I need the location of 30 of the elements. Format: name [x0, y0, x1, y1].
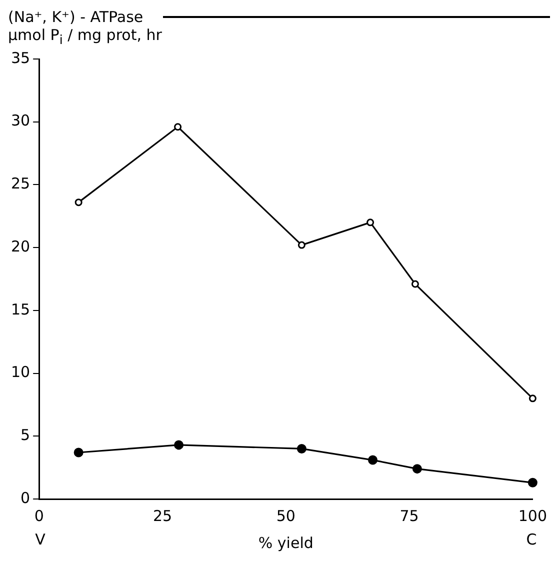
- y-axis-title: μmol P$_{i}$ / mg prot, hr: [8, 26, 163, 47]
- x-tick-label: 0: [34, 506, 44, 525]
- point: [528, 394, 536, 402]
- chart-title: (Na⁺, K⁺) - ATPase: [8, 8, 144, 26]
- point: [296, 444, 306, 454]
- point: [74, 198, 82, 206]
- x-tick-label: 100: [518, 506, 548, 525]
- y-tick-label: 35: [10, 48, 30, 67]
- point: [74, 448, 84, 458]
- x-tick-label: 75: [400, 506, 419, 525]
- point: [368, 455, 378, 465]
- point: [366, 218, 374, 226]
- x-tick-label: 25: [152, 506, 172, 525]
- text: V: [35, 530, 46, 548]
- y-tick-label: 30: [10, 112, 30, 130]
- y-tick-label: 25: [10, 174, 30, 193]
- point: [411, 280, 419, 288]
- y-tick-label: 5: [20, 426, 30, 444]
- y-tick-label: 15: [10, 300, 30, 318]
- point: [174, 123, 182, 131]
- point: [174, 440, 184, 450]
- point: [412, 464, 422, 474]
- y-tick-label: 0: [20, 488, 30, 507]
- point: [298, 241, 306, 249]
- text: C: [526, 530, 537, 548]
- y-tick-label: 10: [10, 363, 30, 382]
- x-tick-label: 50: [276, 506, 296, 525]
- y-tick-label: 20: [10, 237, 30, 256]
- x-axis-title: % yield: [258, 534, 314, 552]
- point: [528, 478, 538, 488]
